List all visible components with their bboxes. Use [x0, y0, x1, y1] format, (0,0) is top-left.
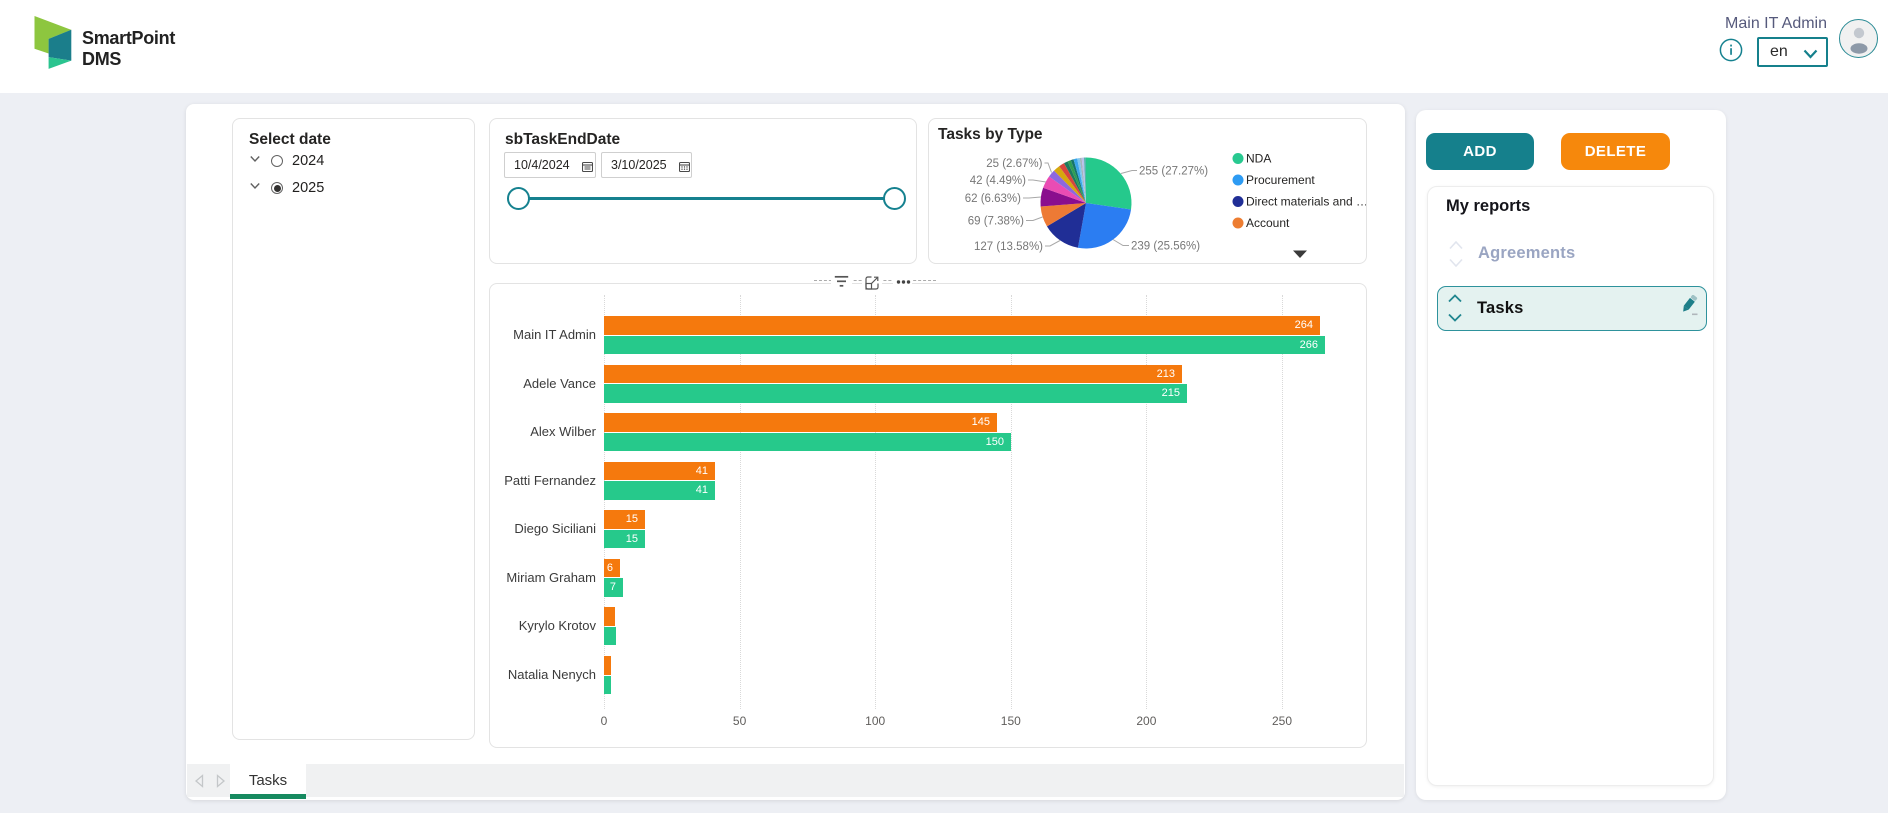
svg-text:NDA: NDA — [1246, 152, 1271, 166]
svg-text:Direct materials and …: Direct materials and … — [1246, 195, 1366, 209]
svg-text:62 (6.63%): 62 (6.63%) — [965, 193, 1021, 205]
svg-text:Procurement: Procurement — [1246, 173, 1315, 187]
svg-text:42 (4.49%): 42 (4.49%) — [970, 175, 1026, 187]
svg-text:127 (13.58%): 127 (13.58%) — [974, 241, 1043, 253]
svg-text:239 (25.56%): 239 (25.56%) — [1131, 241, 1200, 253]
svg-text:25 (2.67%): 25 (2.67%) — [986, 158, 1042, 170]
svg-text:69 (7.38%): 69 (7.38%) — [968, 216, 1024, 228]
svg-text:Account: Account — [1246, 216, 1290, 230]
svg-text:255 (27.27%): 255 (27.27%) — [1139, 166, 1208, 178]
